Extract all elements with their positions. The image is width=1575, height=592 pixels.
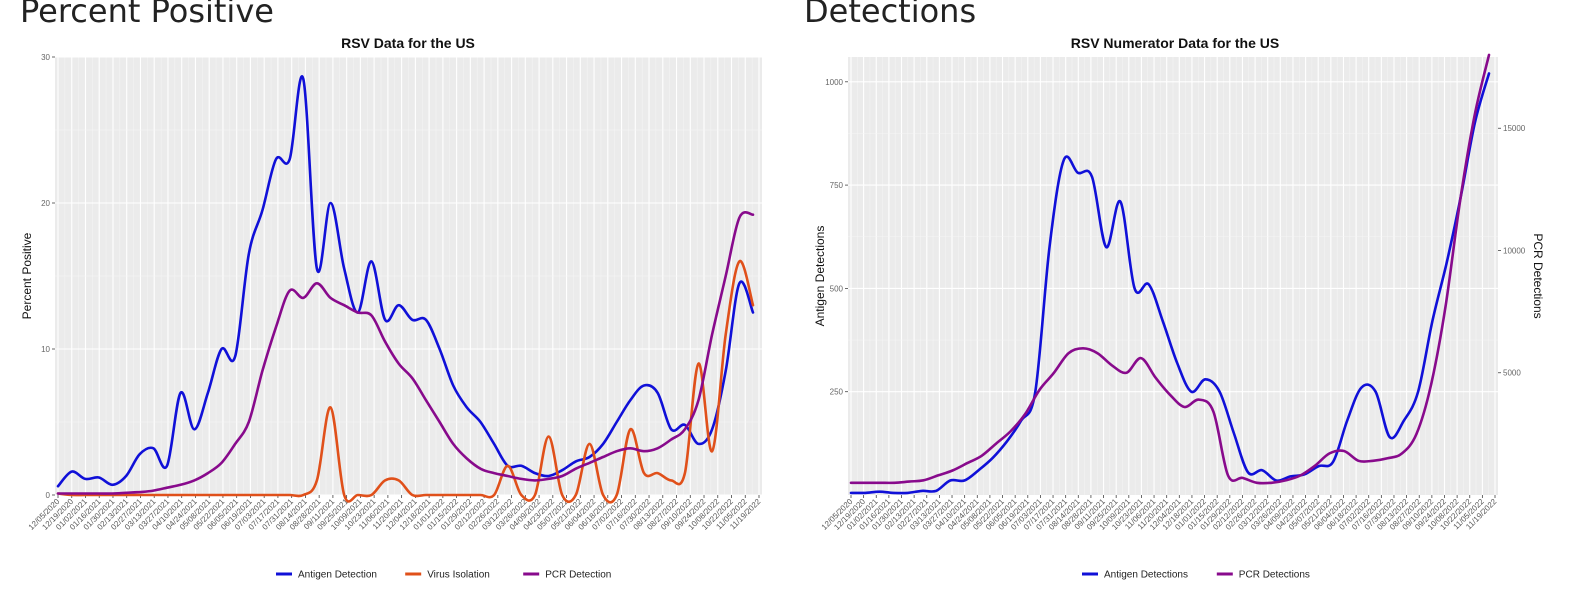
series-line-virus-isolation xyxy=(56,260,755,504)
legend-label: Antigen Detections xyxy=(1104,570,1188,581)
series-line-antigen-detections xyxy=(849,72,1491,495)
y2-tick-label: 15000 xyxy=(1503,124,1526,133)
y-axis-label: Percent Positive xyxy=(20,232,34,319)
chart-1: RSV Data for the US 0 10 20 30 Percent Positi… xyxy=(20,35,763,581)
legend-label: PCR Detections xyxy=(1239,570,1310,581)
y-tick-label: 750 xyxy=(830,181,844,190)
y2-tick-label: 5000 xyxy=(1503,369,1521,378)
y-tick-label: 1000 xyxy=(825,78,843,87)
y-tick-label: 30 xyxy=(41,53,50,62)
page-title-left: Percent Positive xyxy=(20,0,274,30)
y-tick-label: 250 xyxy=(830,388,844,397)
y-tick-label: 10 xyxy=(41,345,50,354)
chart-title: RSV Numerator Data for the US xyxy=(1071,35,1279,51)
legend-label: Antigen Detection xyxy=(298,570,377,581)
series-line-pcr-detections xyxy=(849,53,1491,485)
chart-2: RSV Numerator Data for the US 250 500 750 10… xyxy=(813,35,1545,581)
y-tick-label: 500 xyxy=(830,284,844,293)
y-tick-label: 20 xyxy=(41,199,50,208)
y-axis-label: Antigen Detections xyxy=(813,226,827,327)
series-line-antigen-detection xyxy=(56,75,755,488)
y2-tick-label: 10000 xyxy=(1503,246,1526,255)
y2-axis-label: PCR Detections xyxy=(1531,233,1545,318)
legend-label: Virus Isolation xyxy=(427,570,490,581)
legend-label: PCR Detection xyxy=(545,570,611,581)
series-line-pcr-detection xyxy=(56,211,755,495)
chart-title: RSV Data for the US xyxy=(341,35,475,51)
y-tick-label: 0 xyxy=(46,491,51,500)
page-title-right: Detections xyxy=(804,0,977,30)
